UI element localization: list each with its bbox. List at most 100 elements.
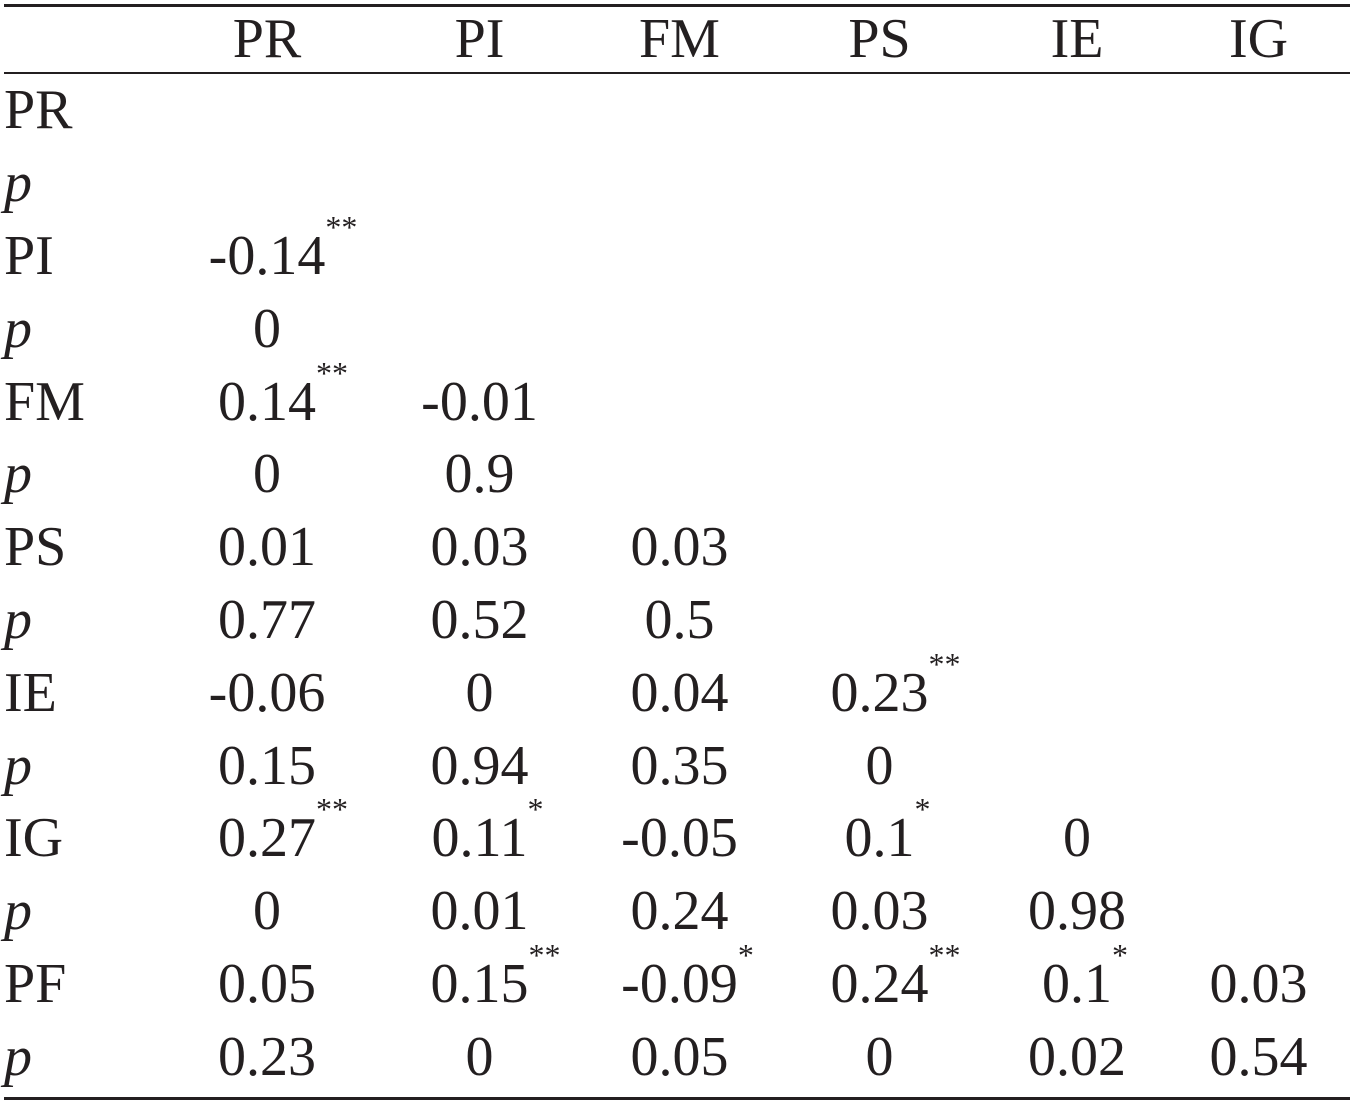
table-cell: -0.09 * — [587, 939, 772, 1021]
table-cell — [587, 365, 772, 438]
table-cell — [987, 74, 1167, 147]
table-cell — [772, 74, 987, 147]
cell-number: 0.1 — [844, 807, 915, 870]
cell-number: 0.1 — [1042, 952, 1112, 1015]
cell-number: 0.15 — [218, 734, 316, 797]
table-cell — [1167, 292, 1350, 365]
table-cell: 0.24 — [587, 875, 772, 948]
table-cell: 0 — [772, 729, 987, 802]
table-cell — [587, 438, 772, 511]
table-cell: 0.35 — [587, 729, 772, 802]
table-cell: 0 — [162, 438, 372, 511]
header-cell-ps: PS — [848, 8, 911, 70]
cell-value: 0.24 ** — [830, 939, 961, 1015]
cell-number: 0.04 — [630, 661, 729, 724]
table-cell — [1167, 147, 1350, 220]
table-cell — [987, 584, 1167, 657]
table-cell: 0.77 — [162, 584, 372, 657]
table-cell: 0.03 — [587, 511, 772, 584]
table-cell: 0.11 * — [372, 793, 587, 875]
cell-value: 0 — [253, 443, 281, 505]
cell-number: 0.27 — [218, 807, 316, 870]
row-label: p — [4, 734, 32, 797]
cell-number: 0 — [865, 734, 894, 797]
cell-value: 0.15 ** — [430, 939, 561, 1015]
cell-number: 0 — [465, 661, 494, 724]
table-cell — [987, 147, 1167, 220]
table-cell: 0 — [372, 1020, 587, 1093]
cell-number: 0 — [253, 880, 281, 943]
table-cell: 0 — [987, 802, 1167, 875]
row-label: IE — [4, 661, 57, 724]
row-label: PS — [4, 516, 67, 579]
table-cell — [772, 220, 987, 293]
table-cell: 0.52 — [372, 584, 587, 657]
cell-value: 0.01 — [431, 880, 529, 942]
cell-value: 0.24 — [631, 880, 729, 942]
row-label: p — [4, 443, 32, 506]
cell-value: -0.09 * — [621, 939, 754, 1015]
table-cell: 0.15 — [162, 729, 372, 802]
table-header-row: PR PI FM PS IE IG — [4, 4, 1350, 74]
cell-value: 0 — [866, 1026, 894, 1088]
cell-value: -0.05 — [621, 807, 738, 869]
row-label: IG — [4, 807, 64, 870]
cell-number: 0.05 — [218, 952, 316, 1015]
header-cell-fm: FM — [639, 8, 720, 70]
table-cell — [1167, 511, 1350, 584]
cell-number: 0.01 — [430, 880, 529, 943]
table-bottom-rule — [4, 1097, 1350, 1100]
table-cell: -0.01 — [372, 365, 587, 438]
header-cell-corner — [4, 4, 162, 74]
cell-value: 0.03 — [431, 516, 529, 578]
cell-number: 0 — [253, 297, 281, 360]
cell-number: 0.94 — [430, 734, 529, 797]
cell-value: 0.27 ** — [218, 793, 348, 870]
table-cell — [987, 511, 1167, 584]
table-cell — [372, 74, 587, 147]
table-cell — [1167, 365, 1350, 438]
significance-marker: ** — [928, 936, 961, 973]
table-cell: 0.9 — [372, 438, 587, 511]
cell-number: 0.23 — [830, 661, 929, 724]
table-cell — [587, 147, 772, 220]
table-cell: 0.5 — [587, 584, 772, 657]
cell-number: 0.05 — [630, 1025, 729, 1088]
table-cell: 0 — [772, 1020, 987, 1093]
cell-number: 0.01 — [218, 516, 316, 579]
table-cell: 0.1 * — [772, 793, 987, 875]
table-cell: -0.05 — [587, 802, 772, 875]
table-cell — [987, 365, 1167, 438]
table-cell — [1167, 729, 1350, 802]
cell-number: 0.52 — [430, 588, 529, 651]
table-cell: 0.98 — [987, 875, 1167, 948]
cell-value: 0.05 — [631, 1026, 729, 1088]
table-row: p 0.15 0.94 0.35 0 — [4, 729, 1350, 802]
row-label: FM — [4, 370, 85, 433]
cell-number: 0.15 — [430, 952, 529, 1015]
table-row: PR — [4, 74, 1350, 147]
cell-number: 0.9 — [444, 443, 515, 506]
cell-value: 0 — [866, 735, 894, 797]
table-cell: 0.94 — [372, 729, 587, 802]
table-cell: 0 — [162, 292, 372, 365]
cell-number: 0.77 — [218, 588, 316, 651]
row-label: PF — [4, 952, 67, 1015]
table-cell — [1167, 875, 1350, 948]
table-row: FM 0.14 ** -0.01 — [4, 357, 1350, 438]
cell-value: 0.23 ** — [830, 648, 961, 724]
cell-number: 0.54 — [1209, 1025, 1308, 1088]
table-row: p 0.23 0 0.05 0 0.02 0.54 — [4, 1020, 1350, 1093]
cell-value: -0.14 ** — [209, 211, 358, 287]
row-label: p — [4, 880, 32, 943]
table-cell — [987, 729, 1167, 802]
significance-marker: ** — [528, 936, 561, 973]
cell-value: 0.23 — [218, 1026, 316, 1088]
header-cell-ig: IG — [1228, 8, 1289, 70]
table-row: PI -0.14 ** — [4, 211, 1350, 293]
cell-number: 0.24 — [830, 952, 929, 1015]
cell-number: 0.5 — [644, 588, 715, 651]
table-row: p 0 0.9 — [4, 438, 1350, 511]
table-row: PF 0.05 0.15 ** -0.09 * 0.24 ** 0.1 * 0.03 — [4, 939, 1350, 1021]
table-cell: -0.06 — [162, 656, 372, 729]
